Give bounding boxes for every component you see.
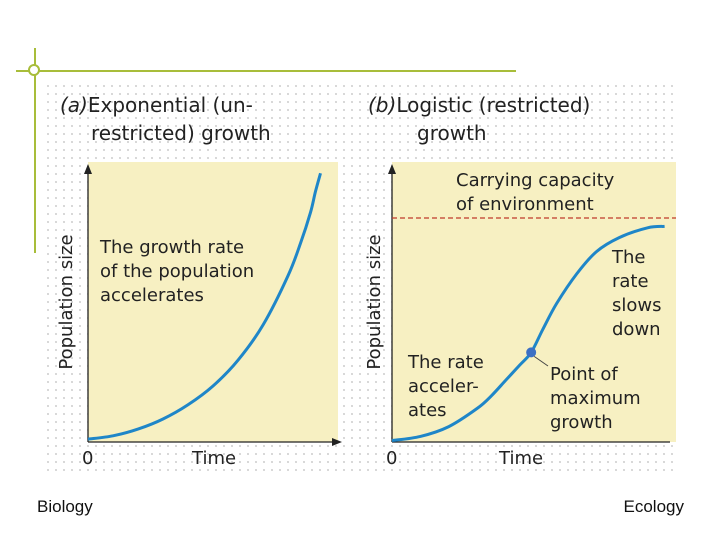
slows-note-line-4: down — [612, 319, 661, 340]
panel-a: (a)Exponential (un- restricted) growth 0… — [56, 93, 342, 469]
panel-b-x-label: Time — [498, 448, 543, 469]
textbook-figure: (a)Exponential (un- restricted) growth 0… — [44, 82, 676, 472]
panel-a-x-zero: 0 — [82, 448, 93, 469]
slows-note-line-2: rate — [612, 271, 649, 292]
panel-a-y-arrow — [84, 164, 92, 174]
slows-note-line-1: The — [611, 247, 645, 268]
capacity-label-line-1: Carrying capacity — [456, 170, 615, 191]
panel-a-y-label: Population size — [56, 234, 77, 369]
panel-a-x-arrow — [332, 438, 342, 446]
panel-b-title-line-1: Logistic (restricted) — [396, 93, 590, 117]
panel-a-exponential-curve — [87, 172, 322, 441]
accelerates-note-line-3: ates — [408, 400, 447, 421]
point-label-line-1: Point of — [550, 364, 618, 385]
panel-b-y-label: Population size — [364, 234, 385, 369]
slows-note-line-3: slows — [612, 295, 662, 316]
panel-b-plot-area — [392, 162, 676, 442]
panel-b: (b)Logistic (restricted) growth 0 Time P… — [364, 93, 676, 469]
growth-charts: (a)Exponential (un- restricted) growth 0… — [56, 93, 676, 469]
footer-left-label: Biology — [37, 497, 93, 516]
panel-a-note-line-2: of the population — [100, 261, 254, 282]
panel-a-note-line-1: The growth rate — [99, 237, 244, 258]
panel-a-title: (a)Exponential (un- — [60, 93, 253, 117]
max-growth-point — [526, 347, 537, 358]
footer-right-label: Ecology — [623, 497, 684, 516]
point-label-line-2: maximum — [550, 388, 641, 409]
accelerates-note-line-1: The rate — [407, 352, 484, 373]
panel-b-title-line-2: growth — [417, 121, 487, 145]
decorative-vertical-line — [34, 48, 36, 253]
decorative-horizontal-line — [16, 70, 516, 72]
panel-b-y-arrow — [388, 164, 396, 174]
panel-b-title: (b)Logistic (restricted) — [368, 93, 590, 117]
capacity-label-line-2: of environment — [456, 194, 594, 215]
panel-b-prefix: (b) — [368, 93, 396, 117]
point-label-line-3: growth — [550, 412, 613, 433]
panel-b-x-zero: 0 — [386, 448, 397, 469]
panel-a-title-line-2: restricted) growth — [91, 121, 271, 145]
max-growth-leader-line — [533, 355, 549, 367]
decorative-ring — [28, 64, 40, 76]
panel-a-note-line-3: accelerates — [100, 285, 204, 306]
panel-a-title-line-1: Exponential (un- — [88, 93, 253, 117]
panel-a-x-label: Time — [191, 448, 236, 469]
accelerates-note-line-2: acceler- — [408, 376, 479, 397]
panel-a-plot-area — [88, 162, 338, 442]
panel-a-prefix: (a) — [60, 93, 88, 117]
